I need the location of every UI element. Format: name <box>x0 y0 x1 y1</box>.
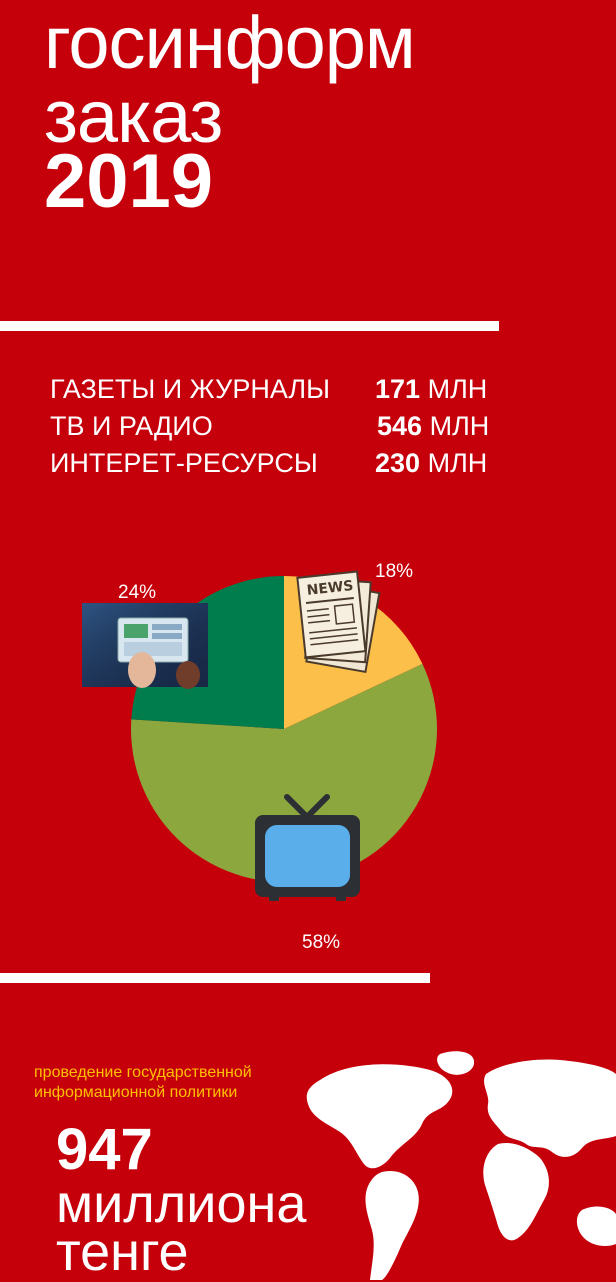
title-line-1: госинформ <box>44 1 416 84</box>
bottom-divider <box>0 973 430 983</box>
total-currency: тенге <box>56 1222 189 1282</box>
newspaper-icon: NEWS <box>296 570 381 674</box>
total-number: 947 <box>56 1117 153 1182</box>
pie-label-tv: 58% <box>302 932 341 953</box>
footer-subtitle-line-2: информационной политики <box>34 1084 238 1101</box>
pie-chart: NEWS <box>82 570 438 901</box>
pie-label-internet: 24% <box>118 582 157 603</box>
svg-text:NEWS: NEWS <box>306 578 354 599</box>
budget-label-internet: ИНТЕРЕТ-РЕСУРСЫ <box>50 448 318 478</box>
title-line-2: заказ <box>44 75 223 158</box>
world-map-icon <box>306 1051 616 1280</box>
footer-subtitle: проведение государственной информационно… <box>34 1063 252 1103</box>
top-divider <box>0 321 499 331</box>
budget-value-newspapers: 171 МЛН <box>375 374 488 404</box>
budget-value-tv-radio: 546 МЛН <box>377 411 490 441</box>
pie-slice-tv-radio <box>131 663 438 883</box>
budget-label-tv-radio: ТВ И РАДИО <box>50 411 213 441</box>
footer-subtitle-line-1: проведение государственной <box>34 1064 252 1081</box>
pie-label-newspapers: 18% <box>375 561 414 582</box>
total-word: миллиона <box>56 1174 307 1234</box>
budget-value-internet: 230 МЛН <box>375 448 488 478</box>
title-year: 2019 <box>44 139 214 224</box>
tv-icon <box>255 794 360 901</box>
tablet-icon <box>82 603 208 689</box>
budget-label-newspapers: ГАЗЕТЫ И ЖУРНАЛЫ <box>50 374 331 404</box>
